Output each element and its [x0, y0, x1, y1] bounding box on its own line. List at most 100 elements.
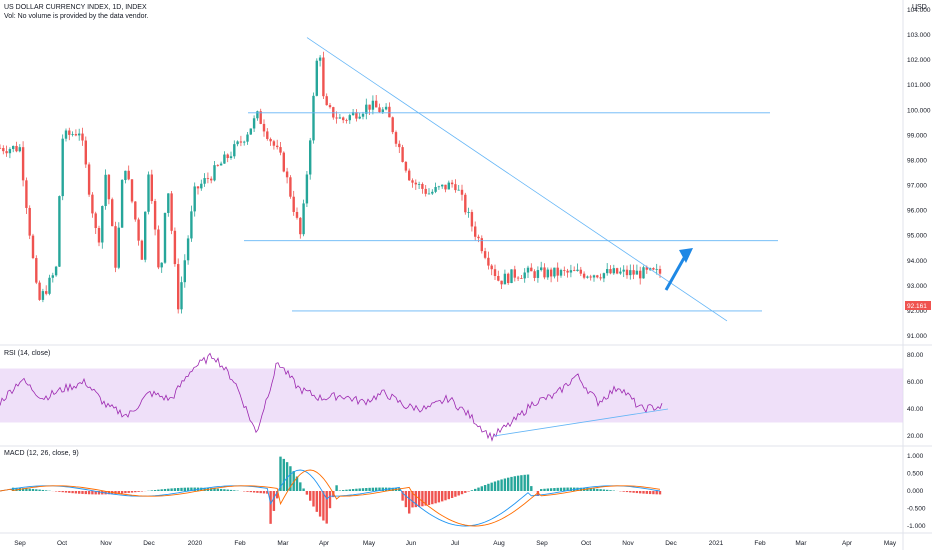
macd-histogram-bar — [252, 491, 256, 493]
macd-histogram-bar — [358, 488, 361, 491]
candle-body — [556, 267, 559, 276]
macd-histogram-bar — [163, 488, 167, 491]
price-tick-label: 97.000 — [907, 183, 927, 190]
candle-body — [312, 95, 315, 141]
candle-body — [21, 147, 25, 181]
candle-body — [342, 117, 345, 121]
candle-body — [38, 282, 41, 300]
candle-body — [497, 275, 500, 281]
macd-histogram-bar — [556, 487, 559, 491]
candle-body — [252, 118, 256, 129]
macd-tick-label: 0.500 — [907, 471, 924, 478]
candle-body — [305, 174, 309, 204]
price-tick-label: 95.000 — [907, 233, 927, 240]
candle-body — [147, 174, 150, 212]
macd-histogram-bar — [186, 487, 190, 491]
candle-body — [137, 219, 140, 241]
candle-body — [127, 170, 130, 180]
macd-histogram-bar — [447, 491, 450, 500]
macd-histogram-bar — [71, 491, 74, 494]
macd-histogram-bar — [190, 487, 193, 491]
signal-line — [0, 469, 661, 527]
candle-body — [223, 154, 226, 164]
macd-histogram-bar — [94, 491, 97, 495]
candle-body — [599, 277, 602, 279]
macd-histogram-bar — [513, 476, 516, 491]
macd-histogram-bar — [625, 491, 629, 493]
macd-tick-label: 0.000 — [907, 488, 924, 495]
candle-body — [642, 267, 645, 279]
macd-histogram-bar — [371, 487, 375, 491]
macd-pane — [0, 456, 662, 527]
macd-histogram-bar — [256, 491, 259, 493]
price-tick-label: 101.000 — [907, 82, 931, 89]
candle-body — [299, 217, 302, 235]
macd-histogram-bar — [520, 475, 523, 491]
candle-body — [114, 226, 117, 268]
candle-body — [470, 212, 474, 227]
candle-body — [315, 60, 318, 96]
candle-body — [269, 138, 272, 142]
macd-histogram-bar — [78, 491, 81, 494]
rsi-band — [0, 368, 903, 423]
candle-body — [2, 148, 5, 152]
candle-body — [606, 269, 609, 274]
candle-body — [460, 189, 464, 195]
rsi-trendline — [493, 408, 669, 437]
macd-indicator-label[interactable]: MACD (12, 26, close, 9) — [4, 450, 79, 457]
candle-body — [285, 171, 289, 178]
price-tick-label: 100.000 — [907, 107, 931, 114]
macd-histogram-bar — [35, 489, 38, 491]
macd-histogram-bar — [398, 488, 401, 491]
candle-body — [193, 186, 196, 212]
macd-histogram-bar — [210, 488, 213, 491]
candle-body — [183, 260, 186, 283]
macd-histogram-bar — [295, 476, 299, 491]
candle-body — [249, 128, 252, 135]
candle-body — [120, 180, 124, 228]
candle-body — [325, 96, 328, 106]
candle-body — [447, 182, 450, 190]
price-tick-label: 98.000 — [907, 157, 927, 164]
price-tick-label: 93.000 — [907, 283, 927, 290]
candle-body — [510, 269, 513, 284]
candle-body — [28, 207, 31, 236]
candle-body — [68, 130, 71, 135]
svg-text:92.161: 92.161 — [907, 303, 927, 310]
x-tick-label: Apr — [842, 540, 853, 547]
candle-body — [609, 269, 612, 274]
macd-histogram-bar — [483, 485, 487, 491]
macd-histogram-bar — [566, 487, 569, 491]
x-tick-label: Nov — [622, 540, 634, 547]
candle-body — [434, 187, 437, 192]
macd-histogram-bar — [153, 490, 157, 491]
candle-body — [279, 147, 282, 153]
macd-histogram-bar — [229, 489, 233, 491]
x-tick-label: 2020 — [188, 540, 203, 547]
macd-histogram-bar — [609, 490, 612, 491]
candle-body — [533, 271, 536, 278]
candle-body — [441, 184, 444, 187]
macd-histogram-bar — [157, 489, 160, 491]
candle-body — [292, 196, 295, 212]
macd-histogram-bar — [305, 491, 309, 495]
candle-body — [256, 111, 259, 119]
candle-body — [378, 107, 381, 113]
candle-body — [58, 196, 61, 267]
macd-histogram-bar — [454, 491, 457, 497]
rsi-indicator-label[interactable]: RSI (14, close) — [4, 350, 51, 357]
candle-body — [474, 226, 477, 237]
macd-histogram-bar — [464, 491, 467, 493]
candle-body — [602, 273, 606, 279]
macd-tick-label: -0.500 — [907, 506, 926, 513]
candle-body — [276, 145, 279, 148]
macd-histogram-bar — [127, 491, 130, 493]
candle-body — [243, 141, 246, 143]
macd-tick-label: 1.000 — [907, 453, 924, 460]
candle-body — [190, 211, 193, 239]
macd-histogram-bar — [134, 491, 137, 493]
candle-body — [150, 174, 153, 202]
candle-body — [615, 268, 619, 274]
macd-histogram-bar — [21, 488, 25, 491]
candle-body — [35, 258, 38, 283]
